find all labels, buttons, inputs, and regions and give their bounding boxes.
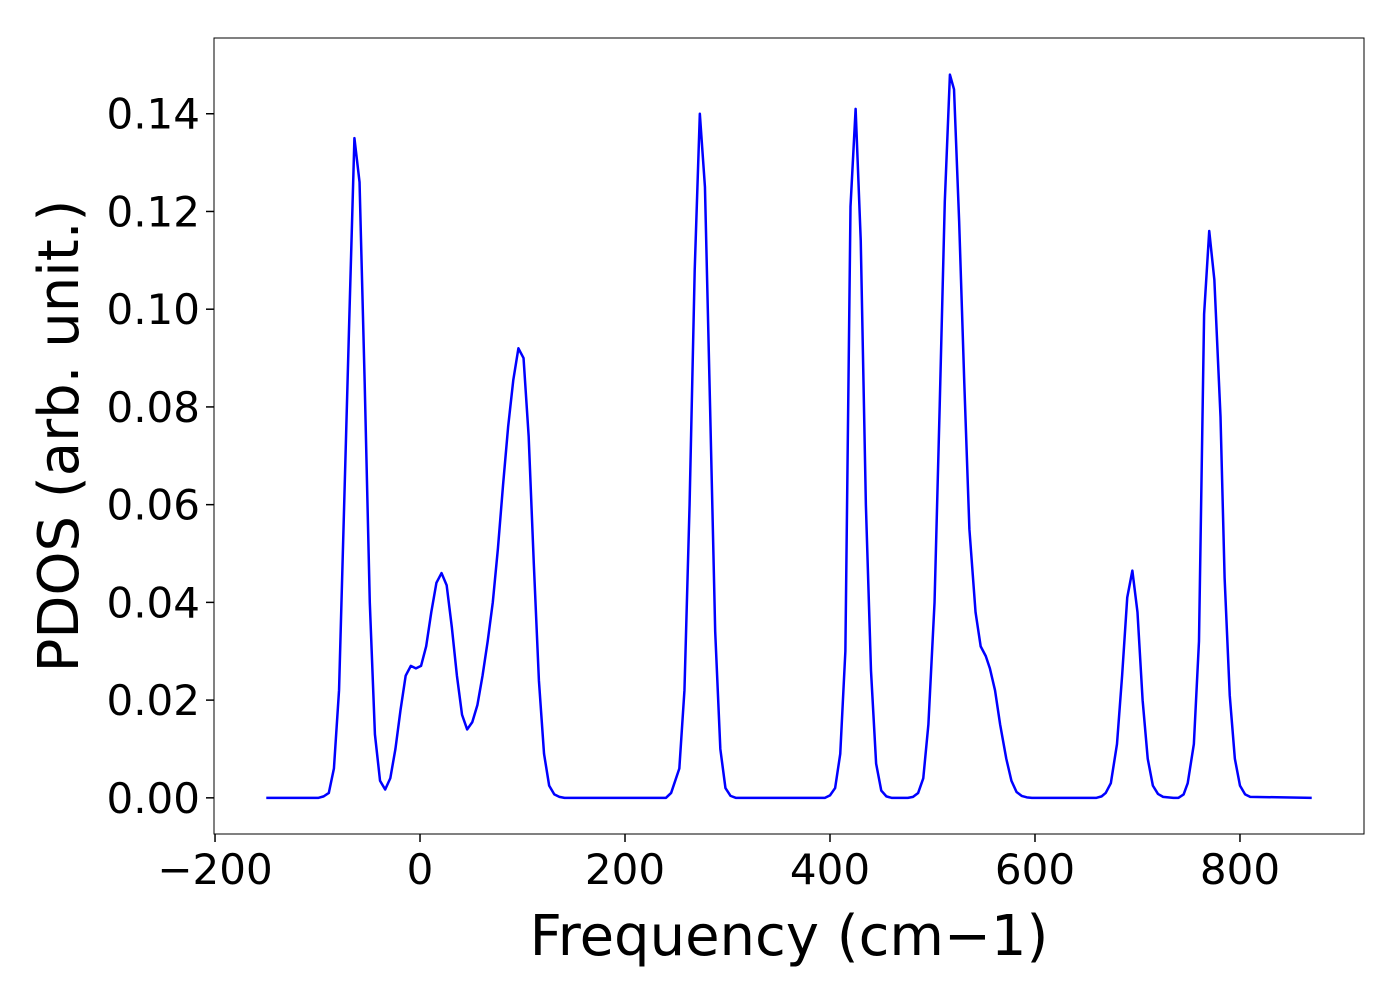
x-tick-label: 200: [585, 845, 665, 894]
x-tick-label: 800: [1200, 845, 1280, 894]
y-axis-label: PDOS (arb. unit.): [27, 200, 92, 673]
y-tick-label: 0.04: [106, 578, 200, 627]
y-tick-label: 0.10: [106, 285, 200, 334]
y-tick-label: 0.12: [106, 187, 200, 236]
x-tick-label: 600: [995, 845, 1075, 894]
plot-frame: [213, 37, 1365, 835]
line: [266, 73, 1312, 800]
x-axis-label: Frequency (cm−1): [530, 904, 1049, 969]
y-tick-label: 0.08: [106, 383, 200, 432]
x-tick-label: 0: [407, 845, 434, 894]
y-tick-label: 0.00: [106, 774, 200, 823]
y-tick-label: 0.06: [106, 481, 200, 530]
y-tick-label: 0.14: [106, 90, 200, 139]
y-tick-label: 0.02: [106, 676, 200, 725]
x-tick-label: −200: [157, 845, 272, 894]
x-tick-label: 400: [790, 845, 870, 894]
